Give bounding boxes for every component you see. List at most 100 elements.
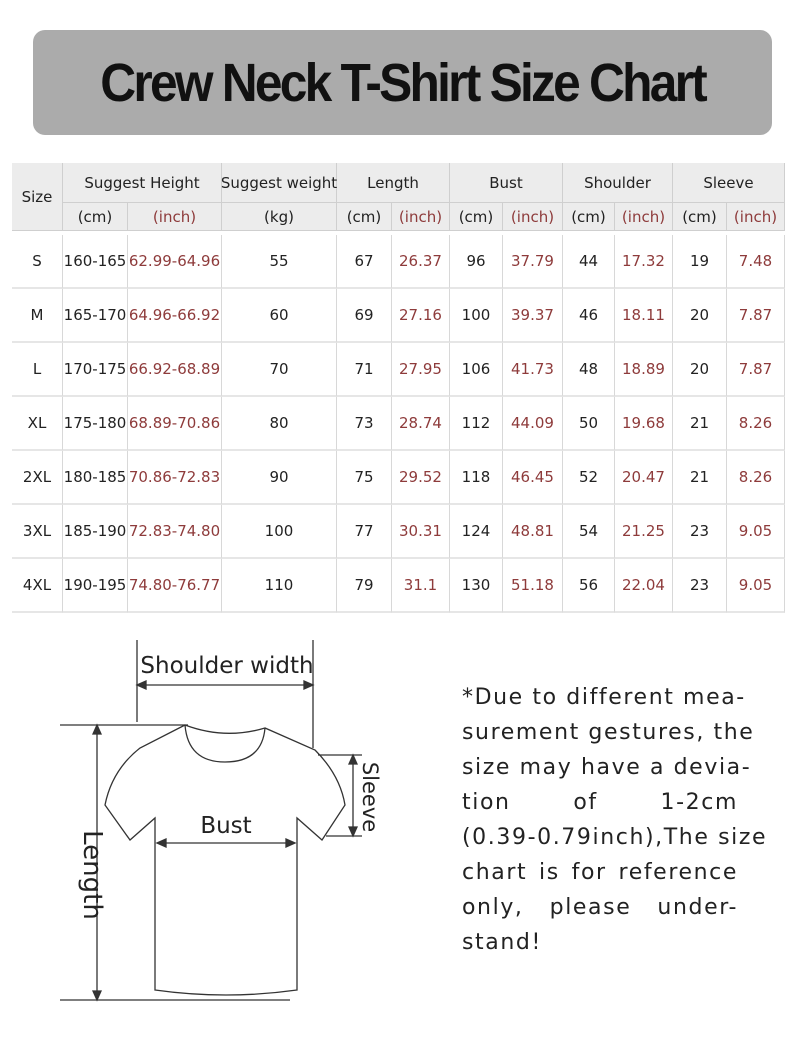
unit-header: (cm)	[673, 203, 727, 231]
arrow-head	[155, 837, 297, 849]
table-cell: 7.87	[727, 343, 785, 397]
table-cell: 75	[337, 451, 392, 505]
table-cell: 27.95	[392, 343, 450, 397]
table-cell: 39.37	[503, 289, 563, 343]
table-cell: 72.83-74.80	[128, 505, 222, 559]
note-line: only, please under-	[462, 895, 738, 920]
unit-header: (cm)	[563, 203, 615, 231]
table-cell: 106	[450, 343, 503, 397]
table-cell: 26.37	[392, 235, 450, 289]
column-header: Length	[337, 163, 450, 203]
table-cell: 22.04	[615, 559, 673, 613]
table-cell: 130	[450, 559, 503, 613]
table-cell: 190-195	[63, 559, 128, 613]
table-cell: 18.89	[615, 343, 673, 397]
length-label: Length	[77, 830, 107, 920]
table-cell: 70	[222, 343, 337, 397]
note-line: stand!	[462, 930, 542, 955]
table-cell: 48	[563, 343, 615, 397]
table-cell: 4XL	[12, 559, 63, 613]
table-cell: 20	[673, 343, 727, 397]
note-line: surement gestures, the	[462, 720, 755, 745]
table-cell: 100	[450, 289, 503, 343]
unit-header: (inch)	[128, 203, 222, 231]
table-cell: 165-170	[63, 289, 128, 343]
table-cell: 2XL	[12, 451, 63, 505]
table-cell: 18.11	[615, 289, 673, 343]
table-cell: 46	[563, 289, 615, 343]
note-line: *Due to different mea-	[462, 685, 746, 710]
table-cell: 54	[563, 505, 615, 559]
table-cell: 80	[222, 397, 337, 451]
table-cell: 37.79	[503, 235, 563, 289]
unit-header: (inch)	[392, 203, 450, 231]
bust-label: Bust	[200, 813, 251, 839]
unit-header: (cm)	[63, 203, 128, 231]
sleeve-label: Sleeve	[358, 762, 382, 832]
table-cell: 20.47	[615, 451, 673, 505]
table-cell: 96	[450, 235, 503, 289]
table-cell: 69	[337, 289, 392, 343]
table-cell: 110	[222, 559, 337, 613]
table-cell: 62.99-64.96	[128, 235, 222, 289]
table-cell: 112	[450, 397, 503, 451]
table-cell: 68.89-70.86	[128, 397, 222, 451]
table-cell: 20	[673, 289, 727, 343]
table-cell: 52	[563, 451, 615, 505]
table-cell: M	[12, 289, 63, 343]
table-cell: 124	[450, 505, 503, 559]
table-cell: 60	[222, 289, 337, 343]
table-cell: 44	[563, 235, 615, 289]
shirt-outline	[104, 724, 346, 996]
table-cell: 23	[673, 505, 727, 559]
table-cell: 7.87	[727, 289, 785, 343]
table-cell: 44.09	[503, 397, 563, 451]
note-line: size may have a devia-	[462, 755, 752, 780]
table-cell: 17.32	[615, 235, 673, 289]
table-cell: XL	[12, 397, 63, 451]
table-cell: 9.05	[727, 505, 785, 559]
table-cell: 175-180	[63, 397, 128, 451]
table-cell: 31.1	[392, 559, 450, 613]
table-cell: 46.45	[503, 451, 563, 505]
unit-header: (cm)	[337, 203, 392, 231]
table-cell: 29.52	[392, 451, 450, 505]
title: Crew Neck T-Shirt Size Chart	[100, 52, 707, 113]
table-cell: 19	[673, 235, 727, 289]
table-cell: 28.74	[392, 397, 450, 451]
note: *Due to different mea-surement gestures,…	[462, 680, 768, 960]
table-cell: 180-185	[63, 451, 128, 505]
arrow-head	[135, 679, 315, 691]
column-header: Bust	[450, 163, 563, 203]
table-cell: 118	[450, 451, 503, 505]
table-cell: 90	[222, 451, 337, 505]
unit-header: (inch)	[503, 203, 563, 231]
table-cell: 55	[222, 235, 337, 289]
note-line: (0.39-0.79inch),The size	[462, 825, 768, 850]
table-cell: 70.86-72.83	[128, 451, 222, 505]
column-header: Suggest weight	[221, 163, 337, 203]
table-cell: 160-165	[63, 235, 128, 289]
table-cell: 51.18	[503, 559, 563, 613]
table-cell: L	[12, 343, 63, 397]
table-cell: S	[12, 235, 63, 289]
table-cell: 100	[222, 505, 337, 559]
unit-header: (inch)	[727, 203, 785, 231]
unit-header: (inch)	[615, 203, 673, 231]
table-cell: 185-190	[63, 505, 128, 559]
title-banner: Crew Neck T-Shirt Size Chart	[33, 30, 772, 135]
shirt-collar	[184, 724, 266, 763]
table-cell: 27.16	[392, 289, 450, 343]
column-header: Size	[12, 163, 63, 231]
column-header: Sleeve	[673, 163, 785, 203]
table-cell: 79	[337, 559, 392, 613]
table-cell: 30.31	[392, 505, 450, 559]
table-cell: 8.26	[727, 451, 785, 505]
table-cell: 71	[337, 343, 392, 397]
table-cell: 66.92-68.89	[128, 343, 222, 397]
arrow-head	[347, 753, 359, 838]
table-cell: 48.81	[503, 505, 563, 559]
table-cell: 67	[337, 235, 392, 289]
table-cell: 56	[563, 559, 615, 613]
